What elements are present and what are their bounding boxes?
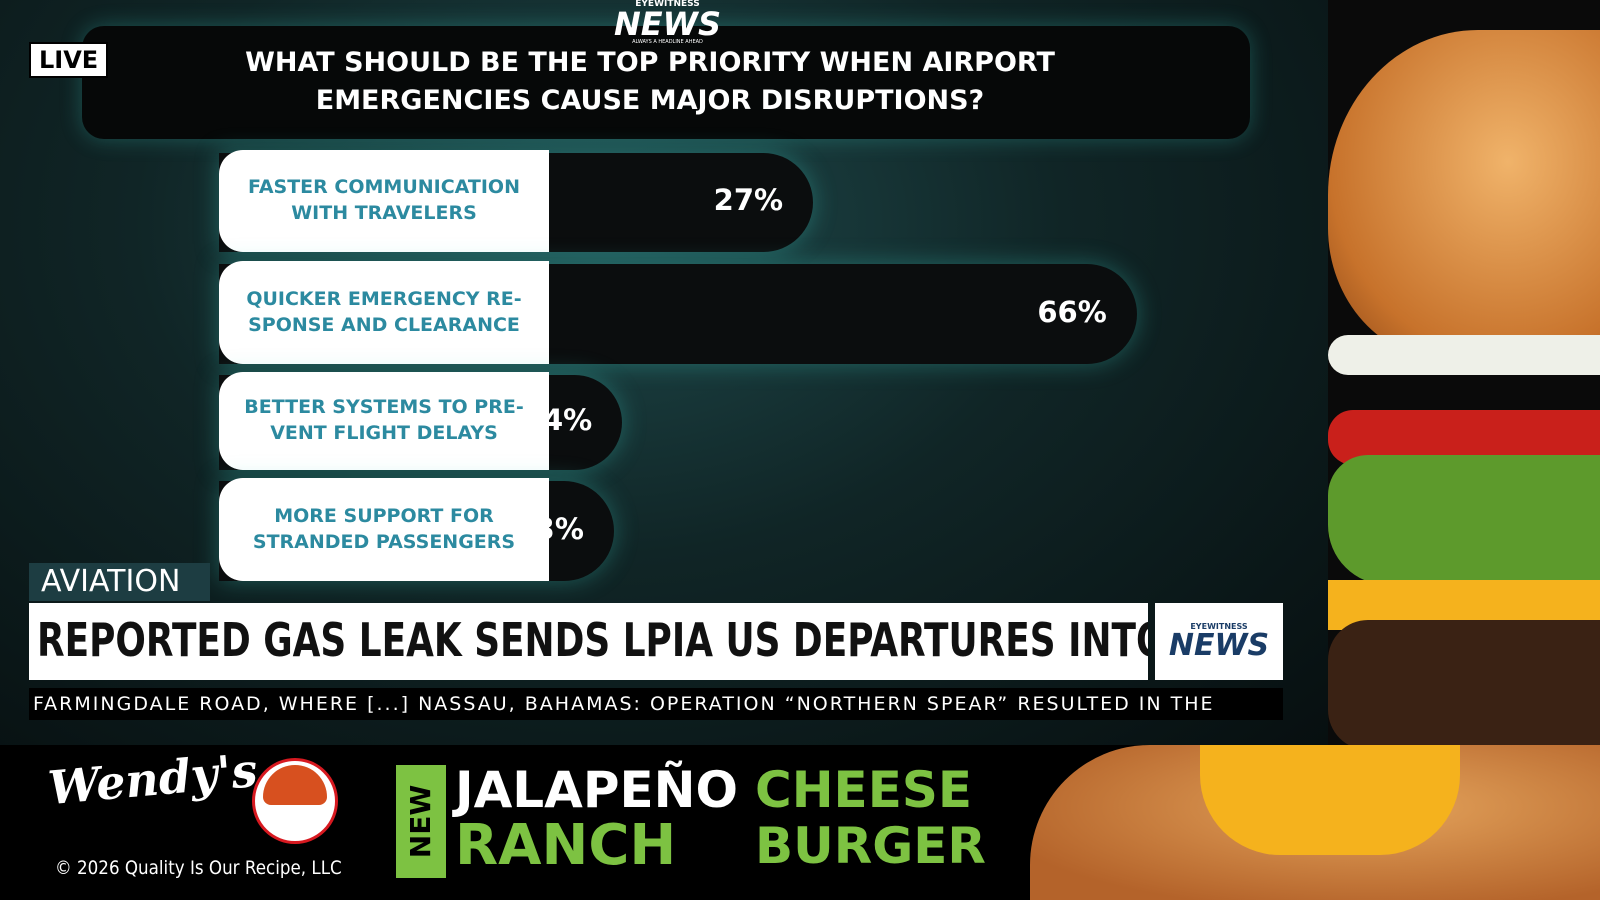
category-label: FASTER COMMUNICATION WITH TRAVELERS bbox=[219, 150, 549, 252]
copyright: © 2026 Quality Is Our Recipe, LLC bbox=[55, 857, 342, 879]
chart-title: WHAT SHOULD BE THE TOP PRIORITY WHEN AIR… bbox=[245, 47, 1055, 116]
brand-logo bbox=[252, 758, 338, 844]
lettuce bbox=[1328, 455, 1600, 585]
new-text: NEW bbox=[404, 784, 437, 859]
logo-top: EYEWITNESS bbox=[1190, 622, 1248, 631]
title-box bbox=[82, 26, 1250, 139]
value-label: 66% bbox=[1037, 294, 1107, 329]
value-label: 27% bbox=[713, 183, 784, 217]
logo-top: EYEWITNESS bbox=[635, 0, 700, 9]
sauce bbox=[1328, 335, 1600, 375]
live-badge: LIVE bbox=[29, 42, 109, 78]
product-word: JALAPEÑO bbox=[455, 761, 739, 819]
news-panel: WHAT SHOULD BE THE TOP PRIORITY WHEN AIR… bbox=[0, 0, 1328, 745]
product-word: CHEESE bbox=[755, 761, 973, 819]
category-label: MORE SUPPORT FOR STRANDED PASSENGERS bbox=[219, 478, 549, 581]
logo-main: NEWS bbox=[614, 5, 721, 43]
topic-tag: AVIATION bbox=[29, 563, 210, 601]
brand: Wendy's bbox=[46, 742, 260, 816]
logo-tagline: ALWAYS A HEADLINE AHEAD bbox=[632, 39, 703, 45]
headline-box: REPORTED GAS LEAK SENDS LPIA US DEPARTUR… bbox=[29, 603, 1148, 680]
chart: FASTER COMMUNICATION WITH TRAVELERS 27% QU… bbox=[219, 150, 1137, 581]
category-label: BETTER SYSTEMS TO PRE- VENT FLIGHT DELAY… bbox=[219, 372, 549, 470]
hair bbox=[263, 765, 327, 805]
value-label: 4% bbox=[542, 403, 593, 437]
product-word: BURGER bbox=[755, 817, 986, 875]
cheese-drip bbox=[1200, 745, 1460, 855]
ticker: FARMINGDALE ROAD, WHERE [...] NASSAU, BA… bbox=[29, 688, 1283, 720]
bun-top bbox=[1328, 30, 1600, 360]
logo: EYEWITNESS NEWS ALWAYS A HEADLINE AHEAD bbox=[600, 0, 735, 46]
product-word: RANCH bbox=[455, 813, 677, 878]
value-label: 3% bbox=[534, 511, 584, 546]
new-badge: NEW bbox=[396, 765, 446, 878]
patty bbox=[1328, 620, 1600, 750]
logo-main: NEWS bbox=[1168, 628, 1270, 663]
headline: REPORTED GAS LEAK SENDS LPIA US DEPARTUR… bbox=[37, 613, 1148, 667]
burger-bg bbox=[1328, 0, 1600, 750]
category-label: QUICKER EMERGENCY RE- SPONSE AND CLEARAN… bbox=[219, 261, 549, 364]
headline-logo: EYEWITNESS NEWS bbox=[1155, 603, 1283, 680]
